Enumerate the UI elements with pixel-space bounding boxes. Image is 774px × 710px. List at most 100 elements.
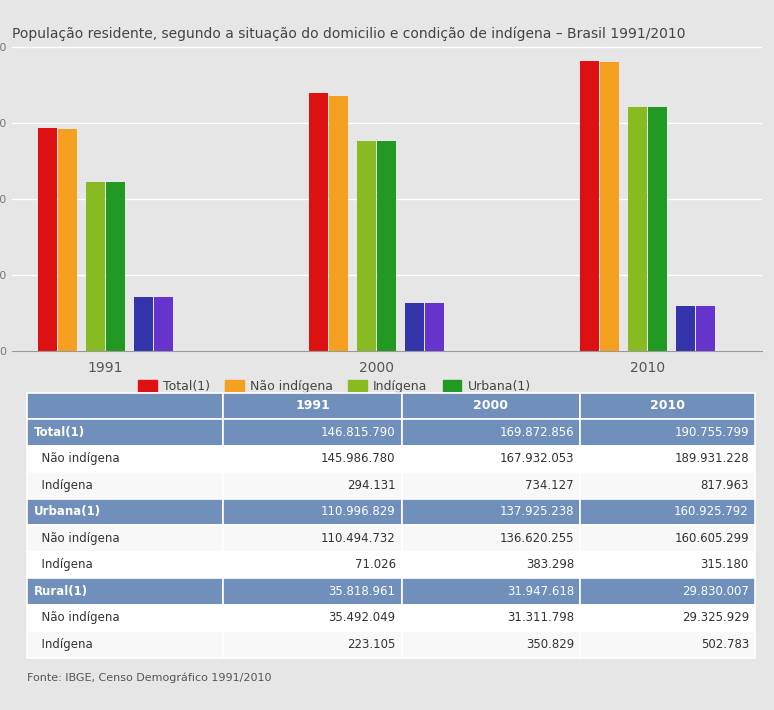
Text: Não indígena: Não indígena xyxy=(34,611,120,624)
Text: 189.931.228: 189.931.228 xyxy=(674,452,749,465)
Text: 315.180: 315.180 xyxy=(700,558,749,572)
Bar xyxy=(26,552,223,578)
Text: 190.755.799: 190.755.799 xyxy=(674,426,749,439)
Text: ◄ 1/3 ►: ◄ 1/3 ► xyxy=(687,394,734,407)
Bar xyxy=(402,419,580,446)
Bar xyxy=(580,419,755,446)
Text: 29.325.929: 29.325.929 xyxy=(682,611,749,624)
Text: 35.818.961: 35.818.961 xyxy=(329,585,396,598)
Bar xyxy=(425,302,444,351)
Bar xyxy=(580,525,755,552)
Text: 167.932.053: 167.932.053 xyxy=(499,452,574,465)
Bar xyxy=(223,498,402,525)
Bar xyxy=(580,472,755,498)
Text: 160.605.299: 160.605.299 xyxy=(674,532,749,545)
Bar xyxy=(26,393,223,419)
Bar xyxy=(223,446,402,472)
Text: 31.947.618: 31.947.618 xyxy=(507,585,574,598)
Text: 1991: 1991 xyxy=(295,399,330,413)
Bar xyxy=(26,525,223,552)
Bar xyxy=(223,604,402,631)
Text: 2000: 2000 xyxy=(474,399,509,413)
Text: 817.963: 817.963 xyxy=(700,479,749,492)
Text: 734.127: 734.127 xyxy=(526,479,574,492)
Bar xyxy=(86,182,105,351)
Bar xyxy=(26,419,223,446)
Text: 169.872.856: 169.872.856 xyxy=(499,426,574,439)
Bar xyxy=(154,297,173,351)
Text: 145.986.780: 145.986.780 xyxy=(321,452,396,465)
Text: 2010: 2010 xyxy=(650,399,685,413)
Bar xyxy=(402,631,580,657)
Text: 31.311.798: 31.311.798 xyxy=(507,611,574,624)
Text: 223.105: 223.105 xyxy=(348,638,396,651)
Bar xyxy=(223,393,402,419)
Text: 383.298: 383.298 xyxy=(526,558,574,572)
Bar xyxy=(580,604,755,631)
Bar xyxy=(26,604,223,631)
Bar xyxy=(402,472,580,498)
Bar xyxy=(38,128,57,351)
Text: 110.494.732: 110.494.732 xyxy=(321,532,396,545)
Bar xyxy=(402,446,580,472)
Bar xyxy=(580,498,755,525)
Text: 160.925.792: 160.925.792 xyxy=(674,506,749,518)
Text: 136.620.255: 136.620.255 xyxy=(499,532,574,545)
Bar xyxy=(223,525,402,552)
Bar xyxy=(601,62,619,351)
Bar xyxy=(223,631,402,657)
Bar xyxy=(402,552,580,578)
Text: 137.925.238: 137.925.238 xyxy=(499,506,574,518)
Bar xyxy=(696,306,715,351)
Bar xyxy=(26,472,223,498)
Text: Não indígena: Não indígena xyxy=(34,532,120,545)
Text: Indígena: Indígena xyxy=(34,638,93,651)
Bar xyxy=(402,578,580,604)
Text: 29.830.007: 29.830.007 xyxy=(682,585,749,598)
Bar xyxy=(223,419,402,446)
Bar xyxy=(580,393,755,419)
Text: Indígena: Indígena xyxy=(34,558,93,572)
Text: 350.829: 350.829 xyxy=(526,638,574,651)
Text: População residente, segundo a situação do domicilio e condição de indígena – Br: População residente, segundo a situação … xyxy=(12,27,685,41)
Legend: Total(1), Não indígena, Indígena, Urbana(1): Total(1), Não indígena, Indígena, Urbana… xyxy=(133,374,536,398)
Text: 71.026: 71.026 xyxy=(354,558,396,572)
Bar xyxy=(580,631,755,657)
Bar xyxy=(26,631,223,657)
Bar xyxy=(134,297,153,351)
Text: 35.492.049: 35.492.049 xyxy=(328,611,396,624)
Text: 502.783: 502.783 xyxy=(700,638,749,651)
Text: Fonte: IBGE, Censo Demográfico 1991/2010: Fonte: IBGE, Censo Demográfico 1991/2010 xyxy=(26,672,271,683)
Bar xyxy=(223,472,402,498)
Text: Rural(1): Rural(1) xyxy=(34,585,88,598)
Bar xyxy=(106,182,125,351)
Bar xyxy=(580,446,755,472)
Bar xyxy=(676,306,695,351)
Bar xyxy=(377,141,396,351)
Bar xyxy=(402,393,580,419)
Bar xyxy=(406,302,424,351)
Text: 146.815.790: 146.815.790 xyxy=(321,426,396,439)
Bar xyxy=(223,578,402,604)
Text: 110.996.829: 110.996.829 xyxy=(321,506,396,518)
Text: Indígena: Indígena xyxy=(34,479,93,492)
Bar xyxy=(402,604,580,631)
Text: Total(1): Total(1) xyxy=(34,426,85,439)
Bar xyxy=(358,141,376,351)
Bar xyxy=(310,93,328,351)
Bar xyxy=(402,498,580,525)
Bar xyxy=(223,552,402,578)
Bar xyxy=(580,61,599,351)
Bar xyxy=(402,525,580,552)
Text: Não indígena: Não indígena xyxy=(34,452,120,465)
Bar xyxy=(26,498,223,525)
Bar xyxy=(580,552,755,578)
Text: Urbana(1): Urbana(1) xyxy=(34,506,101,518)
Bar xyxy=(26,446,223,472)
Text: 294.131: 294.131 xyxy=(347,479,396,492)
Bar xyxy=(580,578,755,604)
Bar xyxy=(58,129,77,351)
Bar xyxy=(26,578,223,604)
Bar xyxy=(628,106,647,351)
Bar xyxy=(329,96,348,351)
